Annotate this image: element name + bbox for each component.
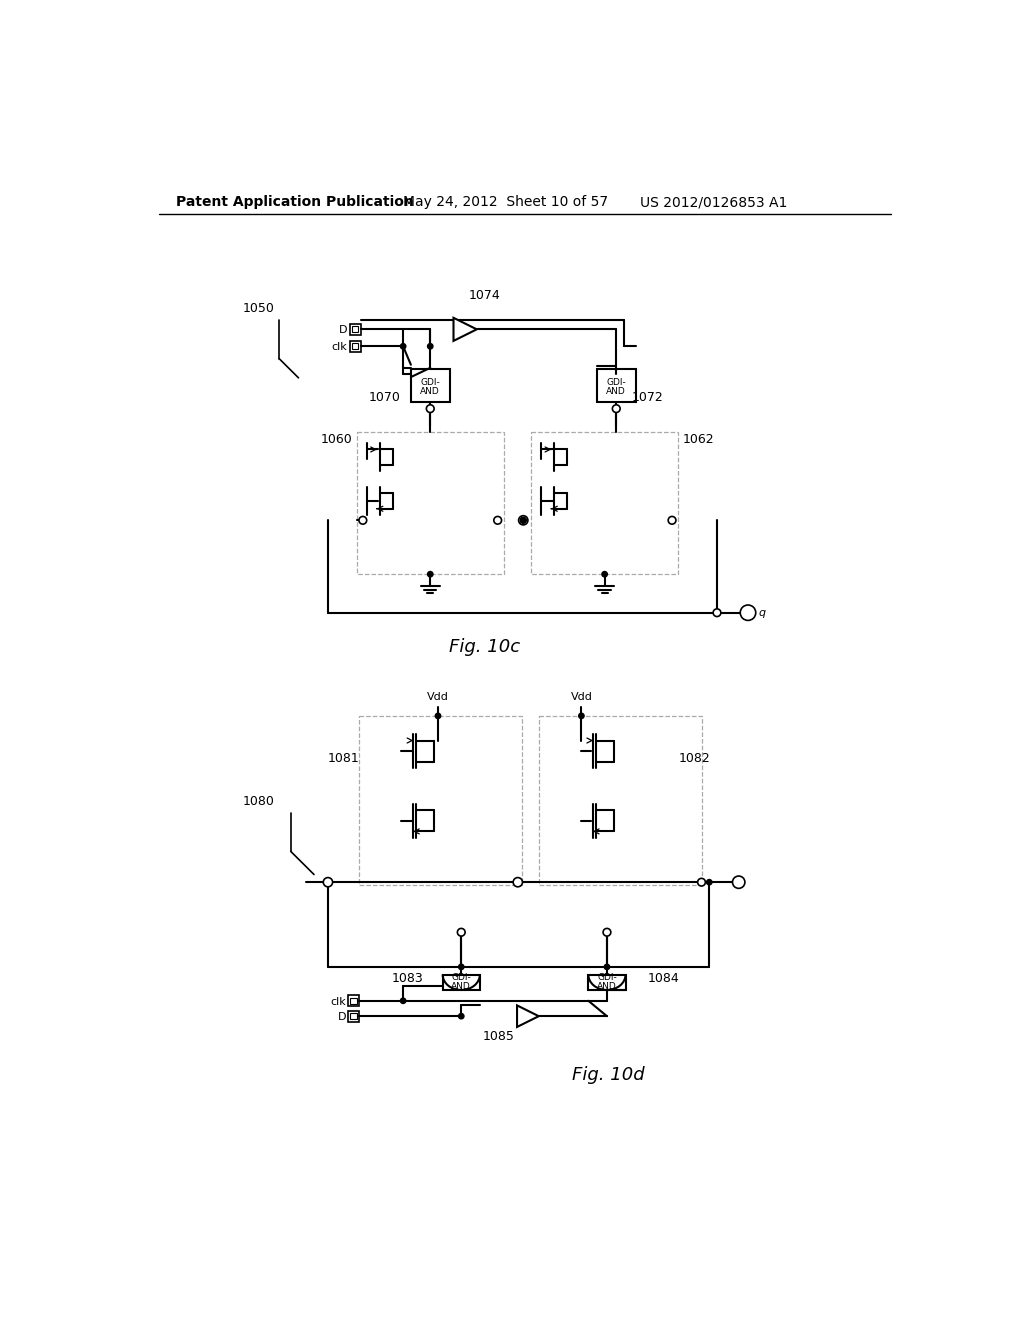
Circle shape bbox=[513, 878, 522, 887]
Text: 1083: 1083 bbox=[391, 972, 423, 985]
Text: q: q bbox=[759, 607, 766, 618]
Text: 1084: 1084 bbox=[647, 972, 679, 985]
Text: AND: AND bbox=[421, 387, 440, 396]
Text: Vdd: Vdd bbox=[570, 693, 592, 702]
Circle shape bbox=[612, 405, 621, 413]
Circle shape bbox=[458, 928, 465, 936]
Bar bbox=[348, 1011, 359, 1022]
Text: 1062: 1062 bbox=[683, 433, 715, 446]
Text: GDI-: GDI- bbox=[452, 973, 471, 982]
Text: D: D bbox=[339, 325, 347, 335]
Bar bbox=[539, 715, 701, 886]
Text: 1080: 1080 bbox=[243, 795, 274, 808]
Text: GDI-: GDI- bbox=[597, 973, 616, 982]
Circle shape bbox=[579, 713, 584, 718]
Text: 1081: 1081 bbox=[328, 752, 359, 766]
Circle shape bbox=[459, 964, 464, 970]
Circle shape bbox=[435, 713, 440, 718]
Text: Fig. 10d: Fig. 10d bbox=[572, 1065, 645, 1084]
Bar bbox=[349, 341, 360, 351]
Text: clk: clk bbox=[332, 342, 347, 352]
Text: 1072: 1072 bbox=[632, 391, 664, 404]
Circle shape bbox=[603, 928, 611, 936]
Text: Fig. 10c: Fig. 10c bbox=[449, 639, 520, 656]
Text: GDI-: GDI- bbox=[421, 378, 440, 387]
Bar bbox=[350, 1014, 356, 1019]
Circle shape bbox=[713, 609, 721, 616]
Bar bbox=[597, 368, 636, 403]
Circle shape bbox=[669, 516, 676, 524]
Bar bbox=[411, 368, 450, 403]
Text: Vdd: Vdd bbox=[427, 693, 449, 702]
Circle shape bbox=[428, 343, 433, 348]
Bar bbox=[350, 998, 356, 1005]
Text: May 24, 2012  Sheet 10 of 57: May 24, 2012 Sheet 10 of 57 bbox=[403, 195, 608, 210]
Text: 1070: 1070 bbox=[369, 391, 400, 404]
Text: Patent Application Publication: Patent Application Publication bbox=[176, 195, 414, 210]
Bar bbox=[589, 974, 626, 990]
Bar bbox=[359, 715, 521, 886]
Bar bbox=[348, 995, 359, 1006]
Text: 1074: 1074 bbox=[469, 289, 501, 302]
Circle shape bbox=[459, 1014, 464, 1019]
Text: 1082: 1082 bbox=[678, 752, 710, 766]
Bar bbox=[531, 432, 678, 574]
Text: AND: AND bbox=[597, 982, 616, 991]
Text: AND: AND bbox=[606, 387, 626, 396]
Circle shape bbox=[400, 343, 406, 348]
Circle shape bbox=[428, 572, 433, 577]
Text: D: D bbox=[338, 1012, 346, 1022]
Text: GDI-: GDI- bbox=[606, 378, 626, 387]
Circle shape bbox=[426, 405, 434, 413]
Circle shape bbox=[359, 516, 367, 524]
Bar bbox=[352, 326, 358, 333]
Circle shape bbox=[707, 879, 712, 884]
Text: 1085: 1085 bbox=[482, 1030, 514, 1043]
Circle shape bbox=[604, 964, 609, 970]
Polygon shape bbox=[517, 1006, 539, 1027]
Circle shape bbox=[697, 878, 706, 886]
Bar bbox=[442, 974, 480, 990]
Text: AND: AND bbox=[452, 982, 471, 991]
Circle shape bbox=[602, 572, 607, 577]
Circle shape bbox=[740, 605, 756, 620]
Polygon shape bbox=[454, 318, 477, 341]
Text: 1050: 1050 bbox=[243, 302, 274, 315]
Bar bbox=[352, 343, 358, 350]
Text: clk: clk bbox=[331, 997, 346, 1007]
Circle shape bbox=[494, 516, 502, 524]
Circle shape bbox=[400, 998, 406, 1003]
Bar bbox=[349, 323, 360, 335]
Bar bbox=[356, 432, 504, 574]
Text: US 2012/0126853 A1: US 2012/0126853 A1 bbox=[640, 195, 786, 210]
Circle shape bbox=[732, 876, 744, 888]
Circle shape bbox=[520, 517, 526, 524]
Text: 1060: 1060 bbox=[321, 433, 352, 446]
Circle shape bbox=[324, 878, 333, 887]
Circle shape bbox=[518, 516, 528, 525]
